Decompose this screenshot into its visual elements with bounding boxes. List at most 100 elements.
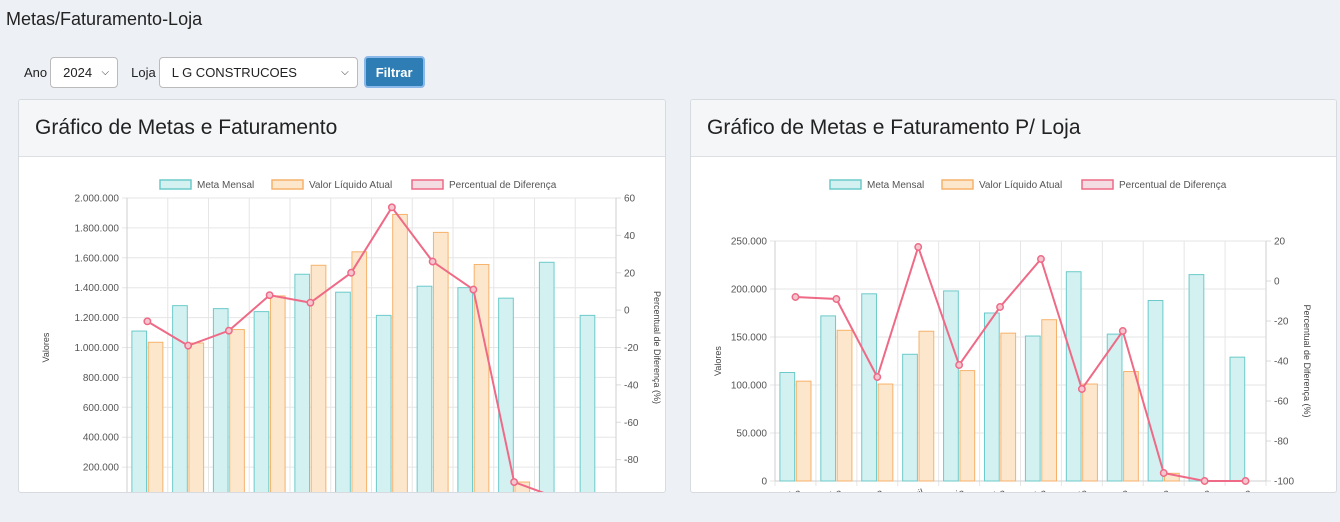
bar-valor-liquido	[188, 342, 205, 492]
x-tick-label: Junho	[978, 487, 1008, 492]
bar-meta-mensal	[1188, 274, 1205, 482]
page-title: Metas/Faturamento-Loja	[6, 9, 203, 29]
y-axis-title: Valores	[713, 346, 723, 376]
x-tick-label: Abril	[903, 487, 926, 492]
x-tick-label: Julho	[1022, 487, 1049, 492]
store-select[interactable]: L G CONSTRUCOES ⌵	[158, 56, 358, 88]
legend-swatch	[941, 179, 974, 190]
legend-label: Meta Mensal	[867, 180, 924, 191]
bar-valor-liquido	[229, 329, 245, 492]
y-tick-label: 800.000	[83, 373, 120, 384]
y2-tick-label: -60	[1274, 397, 1289, 408]
legend-label: Valor Líquido Atual	[309, 180, 392, 191]
bar-meta-mensal	[1106, 333, 1123, 482]
y2-tick-label: 40	[624, 231, 636, 242]
x-tick-label: Novembro	[1165, 487, 1213, 492]
x-tick-label: Setembro	[1085, 487, 1130, 492]
store-label: Loja	[131, 64, 156, 80]
bar-meta-mensal	[1024, 335, 1041, 482]
bar-valor-liquido	[310, 264, 327, 492]
y2-tick-label: -60	[624, 418, 639, 429]
x-tick-label: Outubro	[1133, 487, 1171, 492]
bar-valor-liquido	[1082, 383, 1098, 482]
bar-valor-liquido	[1000, 332, 1017, 482]
point-percentual	[184, 341, 193, 350]
point-percentual	[791, 293, 800, 301]
bar-meta-mensal	[498, 297, 514, 492]
x-tick-label: Dezembro	[1205, 487, 1253, 492]
bar-valor-liquido	[432, 231, 449, 492]
legend-swatch	[411, 179, 444, 190]
legend-label: Percentual de Diferença	[449, 180, 557, 191]
point-percentual	[306, 298, 315, 307]
point-percentual	[1200, 477, 1209, 485]
legend-swatch	[159, 179, 192, 190]
chart-card-store: Gráfico de Metas e Faturamento P/ Loja 0…	[690, 99, 1337, 493]
legend-swatch	[271, 179, 304, 190]
year-label: Ano	[24, 64, 48, 80]
bar-meta-mensal	[294, 273, 311, 492]
bar-meta-mensal	[1147, 300, 1164, 482]
point-percentual	[914, 243, 923, 251]
bar-valor-liquido	[959, 370, 976, 482]
point-percentual	[387, 203, 396, 212]
bar-valor-liquido	[147, 341, 164, 492]
filter-button[interactable]: Filtrar	[363, 56, 425, 88]
store-select-value: L G CONSTRUCOES	[171, 64, 297, 80]
y-tick-label: 200.000	[83, 463, 120, 474]
bar-meta-mensal	[983, 312, 1000, 482]
bar-valor-liquido	[1164, 472, 1180, 482]
bar-meta-mensal	[212, 308, 229, 492]
y-tick-label: 0	[761, 477, 767, 488]
y-tick-label: 1.200.000	[75, 313, 120, 324]
point-percentual	[1159, 469, 1168, 477]
x-tick-label: Janeiro	[768, 487, 803, 492]
y-tick-label: 1.000.000	[75, 343, 120, 354]
point-percentual	[1077, 385, 1086, 393]
y2-tick-label: 20	[624, 268, 636, 279]
bar-meta-mensal	[416, 285, 433, 492]
bar-meta-mensal	[335, 291, 351, 492]
chevron-down-icon: ⌵	[101, 66, 110, 78]
bar-meta-mensal	[579, 314, 596, 492]
legend-swatch	[1081, 179, 1114, 190]
bar-meta-mensal	[253, 311, 270, 492]
filter-bar: Ano 2024 ⌵ Loja L G CONSTRUCOES ⌵ Filtra…	[24, 56, 425, 88]
legend-label: Percentual de Diferença	[1119, 180, 1227, 191]
bar-meta-mensal	[820, 315, 837, 482]
y-tick-label: 200.000	[731, 285, 768, 296]
point-percentual	[265, 291, 274, 300]
y-tick-label: 150.000	[731, 333, 768, 344]
y2-tick-label: -80	[624, 455, 639, 466]
y2-tick-label: 20	[1274, 237, 1286, 248]
y-tick-label: 100.000	[731, 381, 768, 392]
point-percentual	[873, 373, 882, 381]
bar-valor-liquido	[877, 383, 894, 482]
y2-tick-label: -100	[1274, 477, 1294, 488]
bar-meta-mensal	[538, 261, 555, 492]
bar-valor-liquido	[392, 213, 408, 492]
bar-meta-mensal	[375, 314, 392, 492]
point-percentual	[1118, 327, 1127, 335]
point-percentual	[1241, 477, 1250, 485]
chart-store: 0 50.000 100.000 150.000 200.000 250.000 -100 -…	[713, 179, 1312, 492]
year-select-value: 2024	[63, 64, 93, 80]
bar-meta-mensal	[902, 353, 918, 482]
y-tick-label: 1.400.000	[75, 283, 120, 294]
point-percentual	[428, 257, 437, 266]
y-axis-title: Valores	[41, 332, 51, 362]
bar-meta-mensal	[1229, 356, 1246, 482]
y2-tick-label: -40	[1274, 357, 1289, 368]
y2-tick-label: -80	[1274, 437, 1289, 448]
line-percentual	[146, 205, 545, 492]
y-tick-label: 400.000	[83, 433, 120, 444]
bar-meta-mensal	[131, 330, 148, 492]
y2-axis-title: Percentual de Diferença (%)	[1302, 304, 1312, 417]
bar-valor-liquido	[836, 329, 853, 482]
legend-label: Valor Líquido Atual	[979, 180, 1062, 191]
bar-valor-liquido	[269, 295, 286, 492]
y-tick-label: 250.000	[731, 237, 768, 248]
legend-label: Meta Mensal	[197, 180, 254, 191]
year-select[interactable]: 2024 ⌵	[50, 56, 119, 88]
x-tick-label: Fevereiro	[800, 487, 844, 492]
